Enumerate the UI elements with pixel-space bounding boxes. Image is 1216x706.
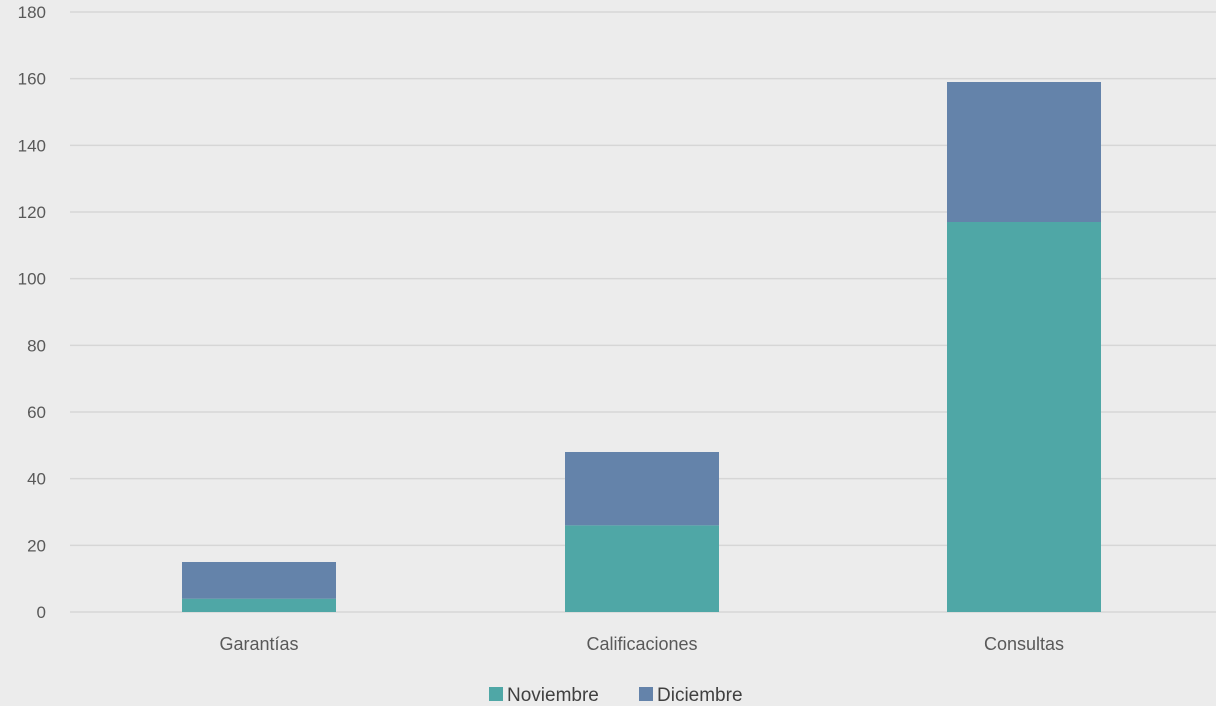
y-tick-label: 100 [18,270,46,289]
y-tick-label: 160 [18,70,46,89]
y-tick-label: 180 [18,3,46,22]
y-tick-label: 0 [37,603,46,622]
bar-noviembre-1 [565,525,719,612]
bar-noviembre-0 [182,598,336,612]
bar-diciembre-2 [947,82,1101,222]
bars [182,82,1101,612]
bar-diciembre-0 [182,562,336,599]
bar-diciembre-1 [565,452,719,526]
y-axis-tick-labels: 0 20 40 60 80 100 120 140 160 180 [18,3,46,622]
y-tick-label: 60 [27,403,46,422]
legend-swatch-noviembre [489,687,503,701]
x-category-label: Consultas [984,634,1064,654]
bar-noviembre-2 [947,222,1101,612]
legend-label-diciembre: Diciembre [657,685,743,706]
y-tick-label: 140 [18,136,46,155]
y-tick-label: 120 [18,203,46,222]
y-tick-label: 20 [27,536,46,555]
x-category-label: Garantías [219,634,298,654]
y-tick-label: 40 [27,470,46,489]
y-tick-label: 80 [27,336,46,355]
x-category-label: Calificaciones [586,634,697,654]
legend: Noviembre Diciembre [489,685,743,706]
x-axis-category-labels: Garantías Calificaciones Consultas [219,634,1064,654]
legend-swatch-diciembre [639,687,653,701]
legend-label-noviembre: Noviembre [507,685,599,706]
gridlines [70,11,1216,613]
